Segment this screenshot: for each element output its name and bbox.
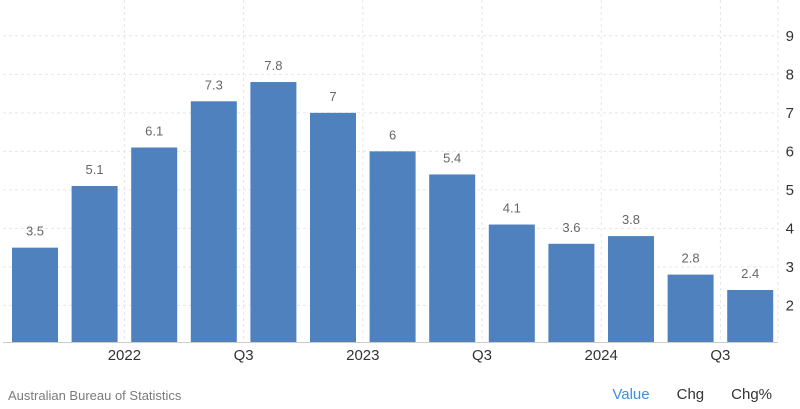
y-tick-label: 4 bbox=[786, 220, 794, 237]
y-tick-label: 5 bbox=[786, 182, 794, 199]
bar bbox=[667, 274, 714, 342]
y-tick-label: 8 bbox=[786, 66, 794, 83]
data-label: 6.1 bbox=[145, 124, 163, 139]
x-axis: 2022 Q3 2023 Q3 2024 Q3 bbox=[3, 342, 778, 364]
x-tick-label: Q3 bbox=[472, 347, 492, 364]
data-label: 6 bbox=[389, 127, 396, 142]
data-label: 7.3 bbox=[205, 77, 223, 92]
bar bbox=[12, 247, 58, 342]
bar bbox=[727, 290, 774, 342]
bars bbox=[12, 82, 774, 343]
x-tick-label: 2024 bbox=[585, 347, 618, 364]
gridlines bbox=[3, 0, 779, 342]
bar bbox=[429, 174, 476, 342]
data-label: 2.8 bbox=[682, 251, 700, 266]
data-label: 5.1 bbox=[86, 162, 104, 177]
x-tick-label: Q3 bbox=[710, 347, 730, 364]
bar-chart: 3.5 5.1 6.1 7.3 7.8 7 6 5.4 4.1 3.6 3.8 2.8 2.4 2 3 4 5… bbox=[3, 0, 794, 364]
data-label: 3.5 bbox=[26, 224, 44, 239]
x-tick-label: 2023 bbox=[346, 347, 379, 364]
bar bbox=[310, 112, 356, 342]
chart-footer: Australian Bureau of Statistics Value Ch… bbox=[0, 370, 800, 409]
bar bbox=[131, 147, 178, 342]
tab-value[interactable]: Value bbox=[612, 386, 650, 403]
bar bbox=[71, 186, 118, 342]
tab-chg-pct[interactable]: Chg% bbox=[731, 386, 772, 403]
data-label: 7.8 bbox=[264, 58, 282, 73]
data-label: 3.8 bbox=[622, 212, 640, 227]
bar bbox=[190, 101, 237, 343]
data-label: 4.1 bbox=[503, 201, 521, 216]
y-tick-label: 9 bbox=[786, 28, 794, 45]
bar bbox=[488, 224, 535, 342]
data-label: 2.4 bbox=[741, 266, 759, 281]
bar bbox=[369, 151, 416, 342]
data-label: 5.4 bbox=[443, 150, 461, 165]
tab-chg[interactable]: Chg bbox=[676, 386, 705, 403]
y-tick-label: 7 bbox=[786, 105, 794, 122]
bar bbox=[250, 82, 297, 343]
data-labels: 3.5 5.1 6.1 7.3 7.8 7 6 5.4 4.1 3.6 3.8 2.8 2.4 bbox=[26, 58, 759, 281]
data-label: 3.6 bbox=[562, 220, 580, 235]
bar bbox=[548, 243, 595, 342]
bar bbox=[608, 236, 654, 342]
y-axis: 2 3 4 5 6 7 8 9 bbox=[786, 28, 794, 315]
source-label: Australian Bureau of Statistics bbox=[8, 388, 182, 403]
x-tick-label: Q3 bbox=[234, 347, 254, 364]
y-tick-label: 2 bbox=[786, 297, 794, 314]
y-tick-label: 3 bbox=[786, 259, 794, 276]
y-tick-label: 6 bbox=[786, 143, 794, 160]
view-tabs: Value Chg Chg% bbox=[612, 386, 772, 403]
x-tick-label: 2022 bbox=[108, 347, 141, 364]
data-label: 7 bbox=[329, 89, 336, 104]
